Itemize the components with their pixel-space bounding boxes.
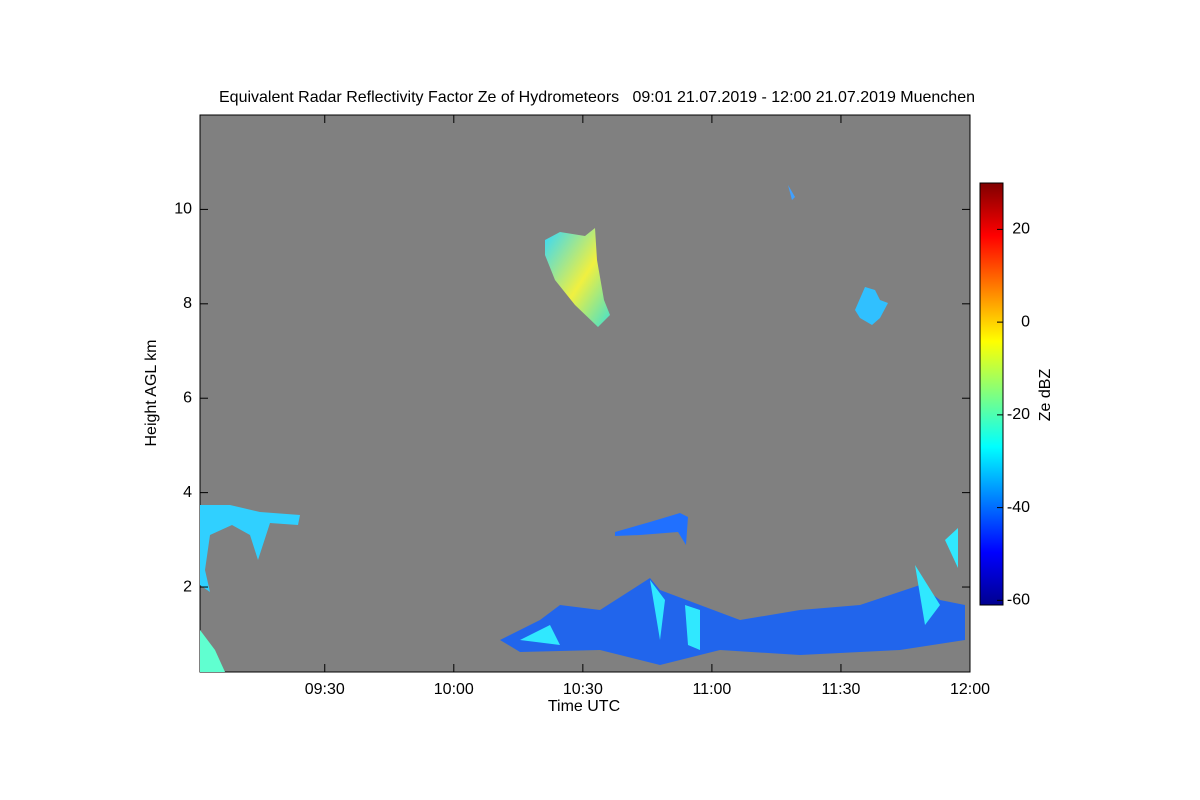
x-axis-label: Time UTC [548, 698, 620, 715]
y-tick-label: 2 [183, 578, 192, 595]
x-tick-label: 11:30 [822, 681, 861, 698]
x-tick-label: 10:00 [434, 681, 474, 698]
colorbar-tick-label: 0 [1021, 313, 1030, 330]
colorbar-label: Ze dBZ [1037, 369, 1054, 422]
y-axis-label: Height AGL km [143, 339, 160, 446]
x-tick-label: 11:00 [692, 681, 731, 698]
y-tick-label: 10 [174, 201, 192, 218]
echoes [200, 185, 965, 672]
x-tick-label: 09:30 [305, 681, 345, 698]
colorbar-tick-label: 20 [1012, 221, 1030, 238]
chart-title: Equivalent Radar Reflectivity Factor Ze … [219, 89, 975, 106]
plot-area [199, 114, 971, 673]
colorbar [979, 182, 1004, 606]
y-tick-label: 6 [183, 389, 192, 406]
y-tick-label: 4 [183, 484, 192, 501]
y-tick-label: 8 [183, 295, 192, 312]
colorbar-tick-label: -60 [1007, 592, 1030, 609]
x-tick-label: 12:00 [950, 681, 990, 698]
x-tick-label: 10:30 [563, 681, 603, 698]
colorbar-tick-label: -40 [1007, 499, 1030, 516]
colorbar-tick-label: -20 [1007, 406, 1030, 423]
